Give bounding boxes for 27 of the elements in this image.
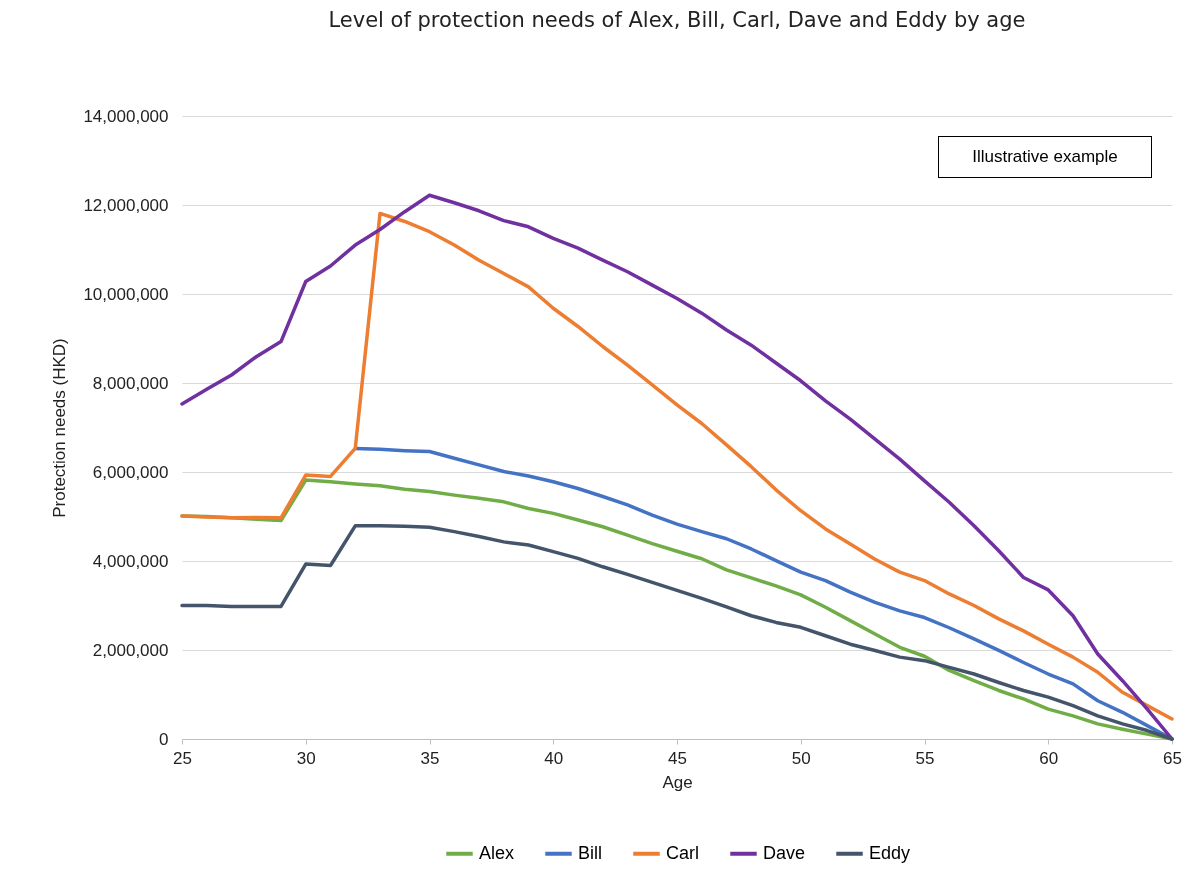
y-tick-label: 8,000,000 <box>92 373 169 393</box>
y-tick-label: 6,000,000 <box>92 462 169 482</box>
x-tick-label: 65 <box>1163 748 1182 768</box>
line-series <box>180 524 1174 741</box>
legend-label: Bill <box>578 842 603 863</box>
x-tick-label: 40 <box>544 748 564 768</box>
chart-title: Level of protection needs of Alex, Bill, Carl, Dave and Eddy by age <box>328 8 1026 32</box>
legend-label: Alex <box>479 842 515 863</box>
y-tick-label: 12,000,000 <box>83 195 169 215</box>
y-tick-label: 2,000,000 <box>92 640 169 660</box>
legend-label: Dave <box>763 842 806 863</box>
x-tick-label: 55 <box>915 748 935 768</box>
legend-label: Carl <box>666 842 700 863</box>
y-tick-label: 14,000,000 <box>83 106 169 126</box>
x-tick-label: 30 <box>296 748 316 768</box>
y-tick-label: 10,000,000 <box>83 284 169 304</box>
x-tick-label: 60 <box>1039 748 1059 768</box>
x-tick-label: 45 <box>668 748 687 768</box>
legend-label: Eddy <box>869 842 911 863</box>
x-tick-label: 50 <box>791 748 811 768</box>
y-tick-label: 0 <box>159 729 169 749</box>
x-tick-label: 25 <box>173 748 192 768</box>
y-tick-label: 4,000,000 <box>92 551 169 571</box>
y-axis-title: Protection needs (HKD) <box>50 338 70 518</box>
x-axis-title: Age <box>662 772 693 792</box>
note-box: Illustrative example <box>938 136 1152 178</box>
x-tick-label: 35 <box>420 748 440 768</box>
